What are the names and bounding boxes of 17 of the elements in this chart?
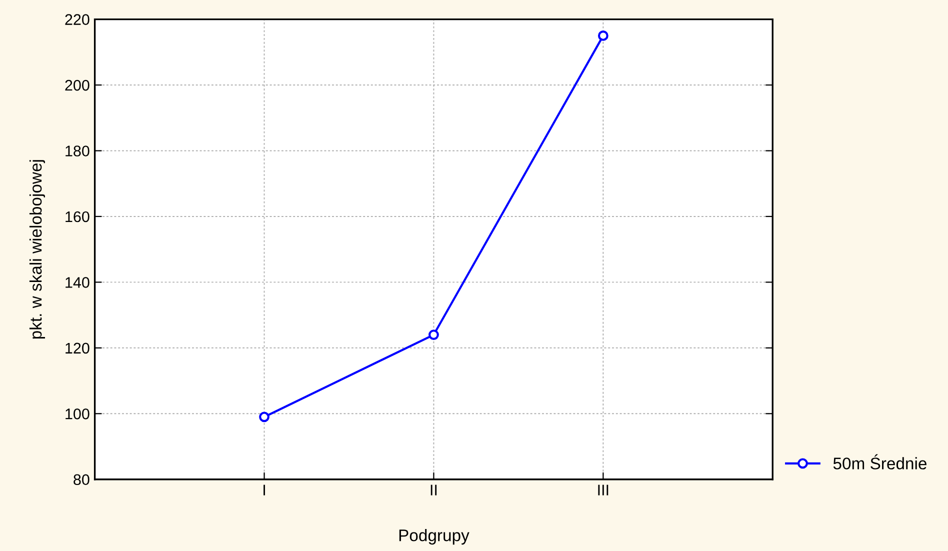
- x-tick-label: II: [430, 484, 437, 496]
- point: [428, 330, 439, 340]
- y-tick-label: 120: [66, 342, 90, 354]
- y-tick-label: 160: [66, 211, 90, 222]
- point: [598, 30, 608, 41]
- y-tick-label: 100: [66, 408, 90, 420]
- y-tick-label: 140: [66, 277, 90, 288]
- x-axis-title: Podgrupy: [399, 529, 470, 545]
- y-tick-label: 180: [66, 146, 90, 156]
- y-tick-label: 80: [74, 474, 90, 486]
- x-tick-label: III: [598, 484, 608, 496]
- y-tick-label: 200: [65, 80, 90, 91]
- y-axis-title: pkt. w skali wielobojowej: [29, 160, 46, 339]
- point: [259, 412, 270, 422]
- x-tick-label: I: [264, 484, 265, 496]
- y-tick-label: 220: [65, 14, 90, 25]
- legend-label: 50m Średnie: [833, 454, 926, 470]
